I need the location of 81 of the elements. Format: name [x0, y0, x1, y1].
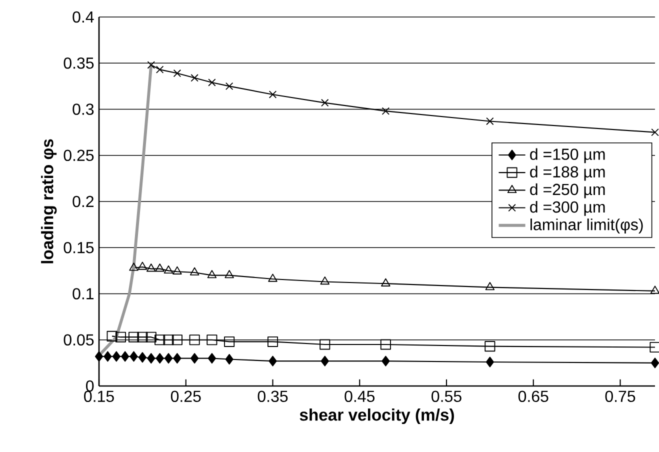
point — [155, 264, 164, 272]
point — [138, 262, 148, 270]
point — [189, 334, 200, 346]
point — [172, 334, 182, 346]
point — [484, 341, 496, 352]
y-tick-label: 0.25 — [64, 150, 94, 162]
point — [208, 353, 216, 364]
point — [208, 78, 216, 86]
point — [224, 336, 235, 347]
point — [381, 278, 390, 286]
point — [207, 270, 217, 278]
point — [146, 264, 156, 272]
point — [650, 286, 659, 294]
point — [267, 336, 278, 347]
point — [129, 262, 138, 271]
y-tick-label: 0.05 — [64, 334, 94, 346]
point — [190, 353, 199, 364]
x-tick-label: 0.65 — [518, 390, 548, 402]
y-axis-title: loading ratio φs — [41, 139, 57, 264]
point — [130, 351, 138, 362]
point — [268, 274, 278, 282]
y-tick-label: 0.15 — [64, 242, 94, 254]
y-tick-label: 0.1 — [72, 288, 94, 300]
x-tick-label: 0.15 — [84, 390, 114, 402]
y-tick-label: 0.2 — [72, 196, 94, 208]
point — [128, 332, 140, 342]
y-tick-label: 0 — [86, 380, 94, 392]
point — [138, 352, 147, 363]
x-tick-label: 0.55 — [432, 390, 462, 402]
point — [320, 276, 330, 285]
y-tick-label: 0.35 — [64, 57, 94, 69]
point — [112, 351, 120, 362]
point — [268, 356, 277, 366]
x-tick-label: 0.75 — [605, 390, 636, 402]
point — [164, 265, 174, 274]
point — [320, 339, 330, 350]
point — [320, 356, 329, 366]
point — [485, 282, 495, 290]
point — [156, 66, 164, 74]
point — [121, 351, 130, 362]
point — [225, 354, 234, 365]
point — [173, 353, 182, 364]
point — [104, 351, 112, 362]
x-tick-label: 0.35 — [258, 390, 288, 402]
point — [190, 267, 200, 276]
point — [206, 334, 218, 346]
point — [382, 107, 390, 115]
point — [486, 117, 494, 126]
point — [147, 353, 156, 364]
point — [172, 266, 182, 274]
point — [190, 74, 198, 82]
point — [173, 69, 182, 78]
point — [380, 339, 391, 350]
x-axis-title: shear velocity (m/s) — [300, 408, 454, 424]
legend-label: laminar limit(φs) — [530, 218, 643, 234]
point — [163, 334, 174, 346]
y-tick-label: 0.3 — [72, 104, 94, 115]
point — [115, 332, 126, 342]
point — [154, 334, 166, 346]
point — [147, 61, 155, 69]
legend-label: d =150 µm — [530, 148, 605, 164]
point — [382, 356, 390, 366]
legend-label: d =250 µm — [530, 183, 605, 198]
point — [137, 332, 148, 342]
legend-label: d =188 µm — [530, 166, 605, 181]
x-tick-label: 0.45 — [344, 390, 375, 402]
point — [164, 353, 173, 364]
point — [650, 342, 659, 353]
y-tick-label: 0.4 — [72, 11, 94, 23]
point — [486, 356, 494, 368]
point — [94, 351, 104, 362]
point — [146, 332, 156, 342]
point — [651, 128, 659, 136]
point — [225, 82, 234, 90]
point — [106, 330, 118, 342]
x-tick-label: 0.25 — [170, 390, 201, 402]
point — [156, 353, 164, 364]
point — [268, 90, 277, 98]
point — [224, 270, 234, 278]
point — [321, 98, 329, 107]
legend-label: d =300 µm — [530, 200, 605, 216]
